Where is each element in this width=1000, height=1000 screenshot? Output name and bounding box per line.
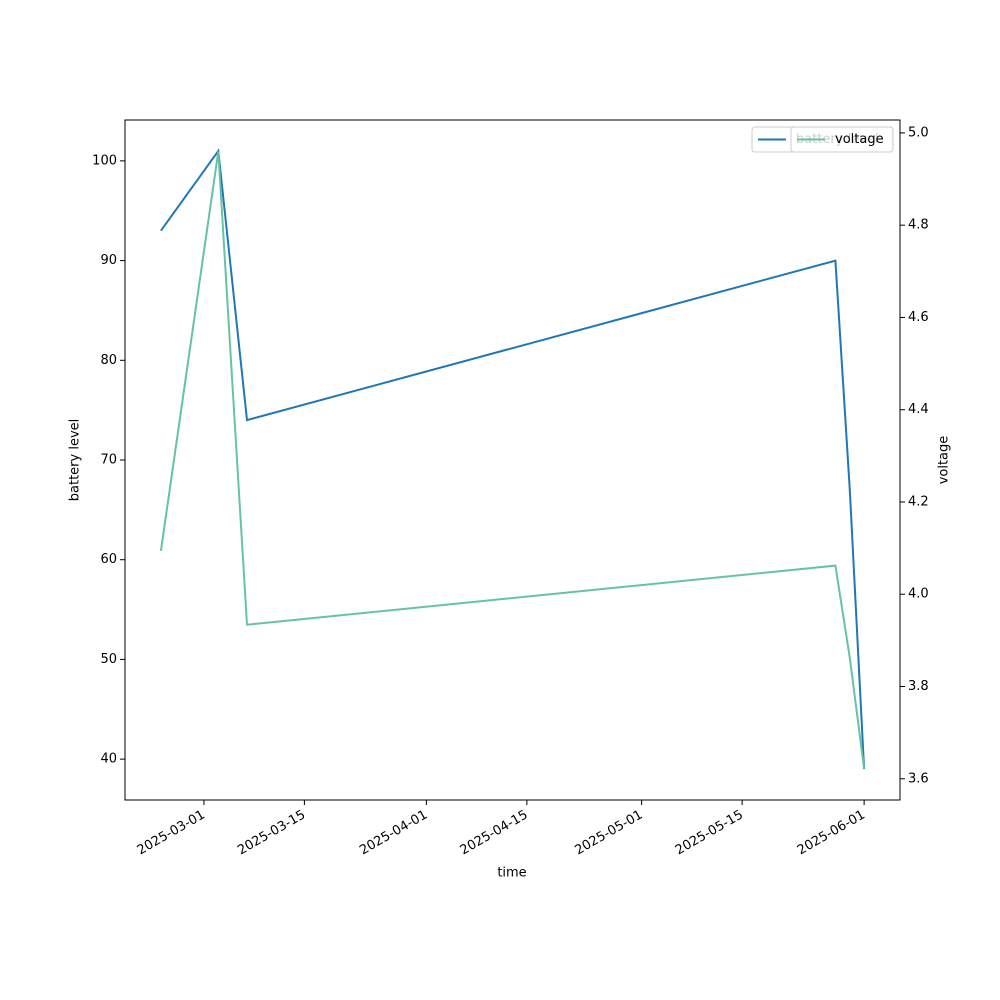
plot-frame [124, 119, 901, 801]
legend-box [790, 126, 894, 153]
y2-tick-label: 4.6 [908, 310, 929, 325]
y-tick-label: 100 [92, 153, 117, 168]
y-tick-label: 90 [100, 253, 117, 268]
y-axis-label: battery level [68, 419, 83, 502]
y-tick-label: 40 [100, 752, 117, 767]
y-tick-label: 70 [100, 453, 117, 468]
y-tick-label: 50 [100, 652, 117, 667]
series-line [159, 151, 866, 769]
x-axis-label: time [497, 866, 526, 881]
y2-tick-label: 3.6 [908, 771, 929, 786]
y-tick-label: 80 [100, 353, 117, 368]
y-tick-label: 60 [100, 552, 117, 567]
y2-tick-label: 4.0 [908, 587, 929, 602]
legend-label: voltage [835, 132, 884, 147]
y2-tick-label: 4.2 [908, 494, 929, 509]
y2-tick-label: 4.4 [908, 402, 929, 417]
series-line [160, 148, 866, 770]
y2-tick-label: 4.8 [908, 218, 929, 233]
y2-tick-label: 5.0 [908, 125, 929, 140]
y2-tick-label: 3.8 [908, 679, 929, 694]
y2-axis-label: voltage [937, 436, 952, 485]
